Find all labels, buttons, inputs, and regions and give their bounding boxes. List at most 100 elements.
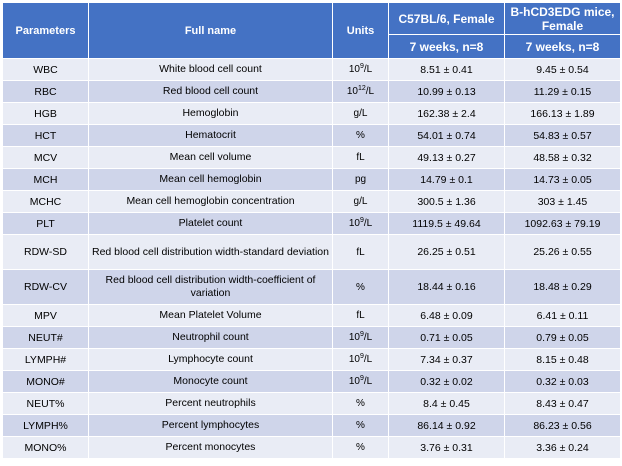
- table-row: HCT Hematocrit% 54.01 ± 0.74 54.83 ± 0.57: [2, 124, 621, 147]
- table-row: MONO# Monocyte count 109/L 0.32 ± 0.02 0.32 …: [2, 370, 621, 393]
- group2-value-cell: 25.26 ± 0.55: [504, 234, 621, 270]
- unit-suffix: /L: [363, 218, 373, 229]
- parameter-cell: MCV: [2, 146, 89, 169]
- unit-cell: g/L: [332, 102, 389, 125]
- group1-value-cell: 14.79 ± 0.1: [388, 168, 505, 191]
- parameters-header: Parameters: [2, 2, 89, 59]
- parameter-cell: NEUT#: [2, 326, 89, 349]
- parameter-cell: MCHC: [2, 190, 89, 213]
- table-body: WBC White blood cell count 109/L 8.51 ± 0.4…: [2, 58, 621, 459]
- group2-value-cell: 14.73 ± 0.05: [504, 168, 621, 191]
- unit-cell: 109/L: [332, 212, 389, 235]
- unit-suffix: /L: [363, 354, 373, 365]
- unit-cell: %: [332, 269, 389, 305]
- group2-value-cell: 48.58 ± 0.32: [504, 146, 621, 169]
- group1-value-cell: 26.25 ± 0.51: [388, 234, 505, 270]
- group2-value-cell: 11.29 ± 0.15: [504, 80, 621, 103]
- parameter-cell: HCT: [2, 124, 89, 147]
- full-name-cell: Red blood cell distribution width-standa…: [88, 234, 333, 270]
- parameter-cell: RBC: [2, 80, 89, 103]
- parameter-cell: PLT: [2, 212, 89, 235]
- unit-cell: %: [332, 392, 389, 415]
- unit-cell: %: [332, 414, 389, 437]
- unit-cell: 1012/L: [332, 80, 389, 103]
- group1-value-cell: 18.44 ± 0.16: [388, 269, 505, 305]
- group1-value-cell: 7.34 ± 0.37: [388, 348, 505, 371]
- group1-value-cell: 162.38 ± 2.4: [388, 102, 505, 125]
- unit-cell: 109/L: [332, 58, 389, 81]
- table-row: MCHC Mean cell hemoglobin concentration g/…: [2, 190, 621, 213]
- group2-header: B-hCD3EDG mice, Female: [504, 2, 621, 35]
- unit-cell: %: [332, 436, 389, 459]
- parameter-cell: RDW-CV: [2, 269, 89, 305]
- group1-value-cell: 86.14 ± 0.92: [388, 414, 505, 437]
- unit-exponent: 9: [359, 63, 364, 70]
- unit-exponent: 9: [359, 375, 364, 382]
- full-name-cell: Neutrophil count: [88, 326, 333, 349]
- group2-value-cell: 6.41 ± 0.11: [504, 304, 621, 327]
- unit-exponent: 9: [359, 353, 364, 360]
- group2-value-cell: 8.15 ± 0.48: [504, 348, 621, 371]
- table-row: NEUT% Percent neutrophils% 8.4 ± 0.45 8.43 …: [2, 392, 621, 415]
- table-row: HGB Hemoglobin g/L 162.38 ± 2.4 166.13 ± 1.8…: [2, 102, 621, 125]
- table-header: Parameters Full name Units C57BL/6, Fema…: [2, 2, 621, 59]
- group1-value-cell: 8.51 ± 0.41: [388, 58, 505, 81]
- table-row: MONO% Percent monocytes% 3.76 ± 0.31 3.36 ±…: [2, 436, 621, 459]
- unit-cell: 109/L: [332, 370, 389, 393]
- unit-cell: g/L: [332, 190, 389, 213]
- unit-base: 10: [348, 354, 360, 365]
- unit-cell: %: [332, 124, 389, 147]
- group2-value-cell: 0.32 ± 0.03: [504, 370, 621, 393]
- full-name-cell: Percent monocytes: [88, 436, 333, 459]
- group2-value-cell: 1092.63 ± 79.19: [504, 212, 621, 235]
- parameter-cell: MONO%: [2, 436, 89, 459]
- group2-value-cell: 3.36 ± 0.24: [504, 436, 621, 459]
- unit-base: 10: [346, 86, 358, 97]
- parameter-cell: LYMPH%: [2, 414, 89, 437]
- group1-value-cell: 0.32 ± 0.02: [388, 370, 505, 393]
- full-name-cell: Percent neutrophils: [88, 392, 333, 415]
- unit-base: 10: [348, 332, 360, 343]
- table-row: MPV Mean Platelet Volume fL 6.48 ± 0.09 6.41…: [2, 304, 621, 327]
- group1-value-cell: 49.13 ± 0.27: [388, 146, 505, 169]
- full-name-cell: Hematocrit: [88, 124, 333, 147]
- table-row: LYMPH% Percent lymphocytes% 86.14 ± 0.92 86…: [2, 414, 621, 437]
- full-name-cell: Monocyte count: [88, 370, 333, 393]
- group1-value-cell: 6.48 ± 0.09: [388, 304, 505, 327]
- group2-value-cell: 166.13 ± 1.89: [504, 102, 621, 125]
- full-name-header: Full name: [88, 2, 333, 59]
- group1-value-cell: 10.99 ± 0.13: [388, 80, 505, 103]
- full-name-cell: Mean cell volume: [88, 146, 333, 169]
- unit-exponent: 9: [359, 217, 364, 224]
- full-name-cell: Lymphocyte count: [88, 348, 333, 371]
- table-row: PLT Platelet count 109/L 1119.5 ± 49.64 1092…: [2, 212, 621, 235]
- group1-value-cell: 1119.5 ± 49.64: [388, 212, 505, 235]
- unit-base: 10: [348, 64, 360, 75]
- full-name-cell: Mean Platelet Volume: [88, 304, 333, 327]
- full-name-cell: Mean cell hemoglobin concentration: [88, 190, 333, 213]
- group1-header: C57BL/6, Female: [388, 2, 505, 35]
- group1-value-cell: 0.71 ± 0.05: [388, 326, 505, 349]
- parameter-cell: LYMPH#: [2, 348, 89, 371]
- group2-value-cell: 86.23 ± 0.56: [504, 414, 621, 437]
- table-row: MCV Mean cell volume fL 49.13 ± 0.27 48.58 ±…: [2, 146, 621, 169]
- group2-value-cell: 303 ± 1.45: [504, 190, 621, 213]
- table-row: LYMPH# Lymphocyte count 109/L 7.34 ± 0.37 8.…: [2, 348, 621, 371]
- group2-value-cell: 18.48 ± 0.29: [504, 269, 621, 305]
- group2-value-cell: 54.83 ± 0.57: [504, 124, 621, 147]
- unit-cell: fL: [332, 234, 389, 270]
- full-name-cell: Percent lymphocytes: [88, 414, 333, 437]
- group2-subheader: 7 weeks, n=8: [504, 34, 621, 59]
- unit-suffix: /L: [363, 376, 373, 387]
- parameter-cell: NEUT%: [2, 392, 89, 415]
- full-name-cell: White blood cell count: [88, 58, 333, 81]
- parameter-cell: RDW-SD: [2, 234, 89, 270]
- group1-value-cell: 54.01 ± 0.74: [388, 124, 505, 147]
- unit-cell: pg: [332, 168, 389, 191]
- unit-base: 10: [348, 218, 360, 229]
- parameter-cell: MPV: [2, 304, 89, 327]
- parameter-cell: WBC: [2, 58, 89, 81]
- group1-value-cell: 8.4 ± 0.45: [388, 392, 505, 415]
- group1-subheader: 7 weeks, n=8: [388, 34, 505, 59]
- unit-cell: fL: [332, 304, 389, 327]
